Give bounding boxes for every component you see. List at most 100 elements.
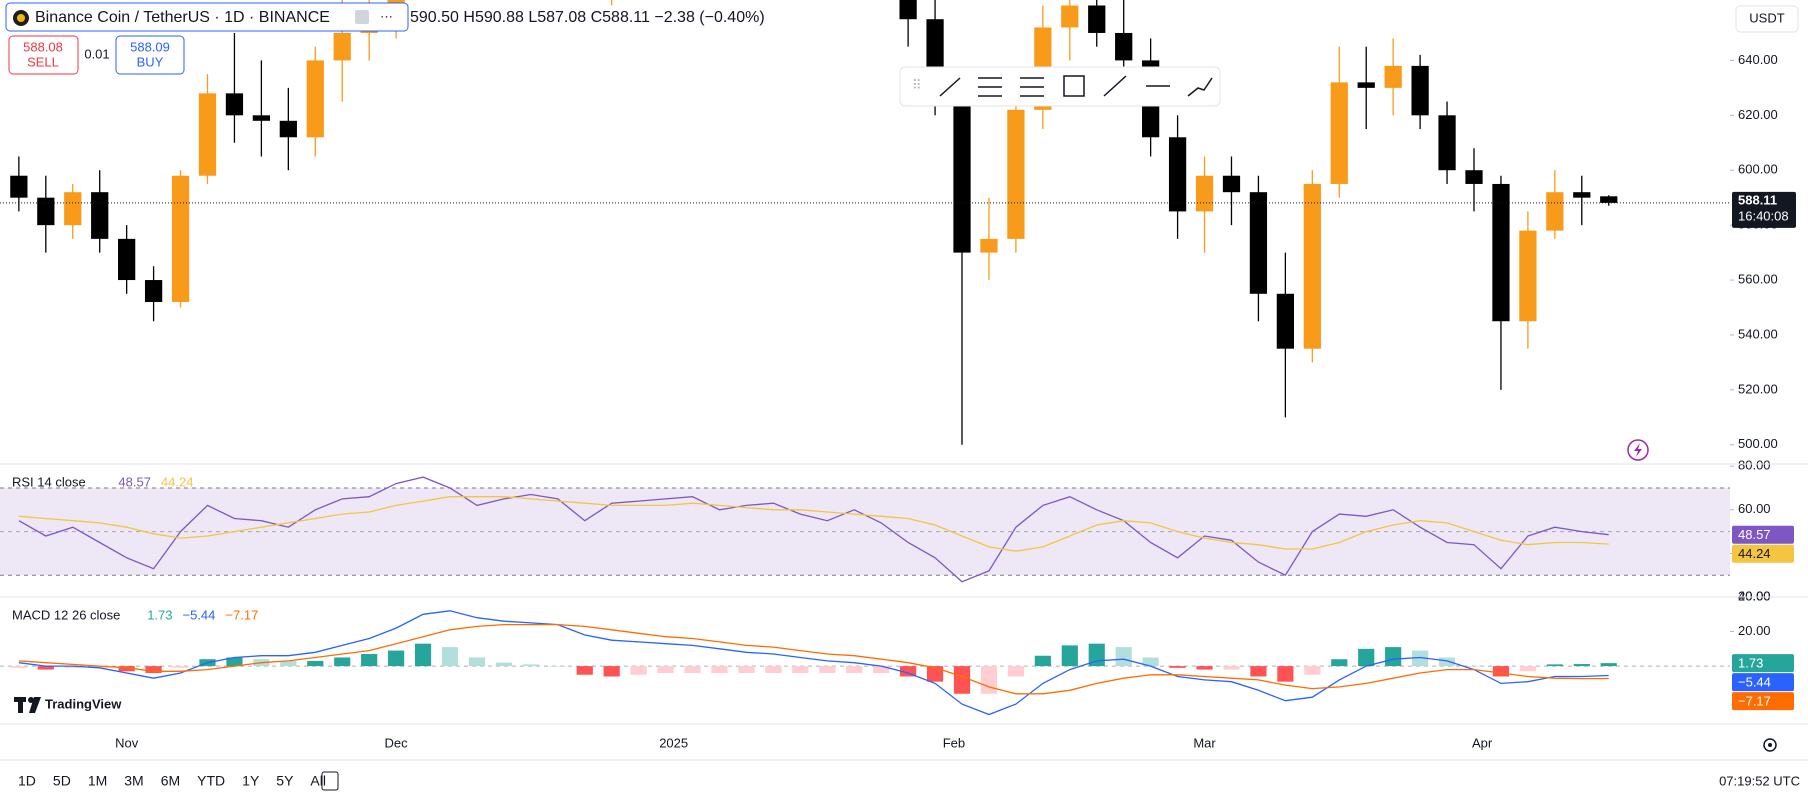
candle-body — [1438, 115, 1456, 171]
histogram-bar — [953, 666, 971, 694]
range-button[interactable]: 6M — [161, 773, 180, 789]
indicator-line — [18, 610, 1609, 716]
alert-bolt — [1634, 443, 1642, 457]
alert-icon[interactable] — [1627, 439, 1649, 461]
range-button[interactable]: 5Y — [276, 773, 294, 789]
rectangle-tool[interactable] — [1063, 75, 1085, 97]
range-button[interactable]: 1D — [18, 773, 36, 789]
candle-body — [953, 93, 971, 253]
histogram-bar — [522, 664, 539, 667]
brand: TradingView — [45, 696, 122, 711]
legend-value: 48.57 — [118, 474, 151, 489]
sell-button[interactable] — [8, 35, 79, 75]
candle-body — [1384, 65, 1402, 88]
x-tick-label: Nov — [115, 735, 139, 750]
histogram-bar — [846, 666, 863, 674]
histogram-bar — [307, 660, 324, 667]
range-button[interactable]: YTD — [197, 773, 225, 789]
pane-2 — [0, 610, 1730, 716]
histogram-bar — [1196, 666, 1213, 670]
candle-body — [1546, 192, 1564, 231]
ray-tool[interactable] — [1103, 75, 1127, 97]
symbol-logo-inner — [17, 14, 25, 22]
histogram-bar — [1358, 648, 1375, 667]
drag-handle[interactable]: ⠿ — [912, 77, 922, 92]
candle-body — [1357, 82, 1375, 88]
histogram-bar — [334, 657, 351, 667]
candle-body — [1276, 293, 1294, 349]
currency-button[interactable] — [1735, 5, 1799, 33]
trend-line-tool[interactable] — [939, 77, 961, 97]
histogram-bar — [280, 660, 297, 667]
price-badge-bg — [1732, 191, 1796, 228]
histogram-bar — [414, 643, 432, 667]
settings-icon[interactable] — [1763, 738, 1777, 752]
range-button[interactable]: All — [310, 773, 326, 789]
histogram-bar — [873, 666, 890, 674]
candle-body — [225, 93, 244, 116]
value-badge-bg — [1732, 673, 1794, 692]
histogram-bar — [1304, 666, 1321, 675]
x-tick-label: Feb — [943, 735, 965, 750]
histogram-bar — [576, 666, 593, 675]
y-tick-label: 500.00 — [1738, 436, 1778, 451]
candle-body — [1411, 65, 1429, 116]
range-button[interactable]: 3M — [124, 773, 143, 789]
drawing-toolbar: ⠿ — [899, 66, 1221, 107]
indicator-line — [18, 623, 1609, 695]
candle-body — [1600, 196, 1618, 203]
candle-body — [144, 280, 163, 303]
more-icon[interactable]: ··· — [380, 8, 393, 23]
path-tool[interactable] — [1187, 77, 1213, 97]
symbol-name: Binance Coin / TetherUS · 1D · BINANCE — [35, 9, 330, 26]
histogram-bar — [738, 666, 755, 674]
candle-body — [1222, 175, 1241, 193]
pane-0 — [0, 0, 1730, 445]
buy-label: BUY — [137, 54, 164, 69]
indicator-line — [18, 476, 1609, 583]
x-tick-label: Mar — [1193, 735, 1216, 750]
brand-logo — [14, 697, 41, 713]
candle-body — [91, 192, 109, 239]
candle-body — [171, 175, 190, 303]
symbol-icon[interactable] — [355, 10, 369, 24]
value-badge-bg — [1732, 692, 1794, 711]
histogram-bar — [1169, 666, 1186, 668]
candle-body — [980, 238, 998, 253]
histogram-bar — [630, 666, 647, 675]
y-tick-label: 20.00 — [1738, 588, 1771, 603]
histogram-bar — [1277, 666, 1294, 682]
y-tick-label: 640.00 — [1738, 52, 1778, 67]
candle-body — [1330, 82, 1348, 184]
indicator-line — [18, 496, 1609, 552]
histogram-bar — [1385, 647, 1402, 667]
range-button[interactable]: 5D — [53, 773, 71, 789]
histogram-bar — [1519, 666, 1536, 672]
y-tick-label: 540.00 — [1738, 326, 1778, 341]
histogram-bar — [495, 662, 512, 667]
candle-body — [1303, 183, 1321, 349]
y-tick-label: 40.00 — [1738, 588, 1771, 603]
value-badge-bg — [1732, 525, 1794, 544]
buy-button[interactable] — [115, 35, 185, 75]
x-tick-label: Apr — [1472, 735, 1493, 750]
histogram-bar — [1573, 664, 1590, 667]
histogram-bar — [1492, 666, 1510, 677]
histogram-bar — [657, 666, 674, 674]
candle-body — [899, 0, 917, 20]
range-button[interactable]: 1Y — [242, 773, 260, 789]
range-button[interactable]: 1M — [88, 773, 107, 789]
pane-1 — [0, 476, 1730, 583]
histogram-bar — [819, 666, 836, 674]
candle-body — [1492, 183, 1510, 322]
y-tick-label: 600.00 — [1738, 162, 1778, 177]
candle-body — [37, 197, 55, 226]
histogram-bar — [1438, 657, 1456, 667]
symbol-box[interactable] — [5, 2, 409, 32]
histogram-bar — [172, 666, 189, 668]
countdown: 16:40:08 — [1738, 208, 1789, 223]
candle-body — [198, 93, 217, 176]
date-range-icon[interactable] — [321, 771, 339, 791]
value-badge: 1.73 — [1738, 656, 1763, 671]
candle-body — [1115, 32, 1133, 61]
